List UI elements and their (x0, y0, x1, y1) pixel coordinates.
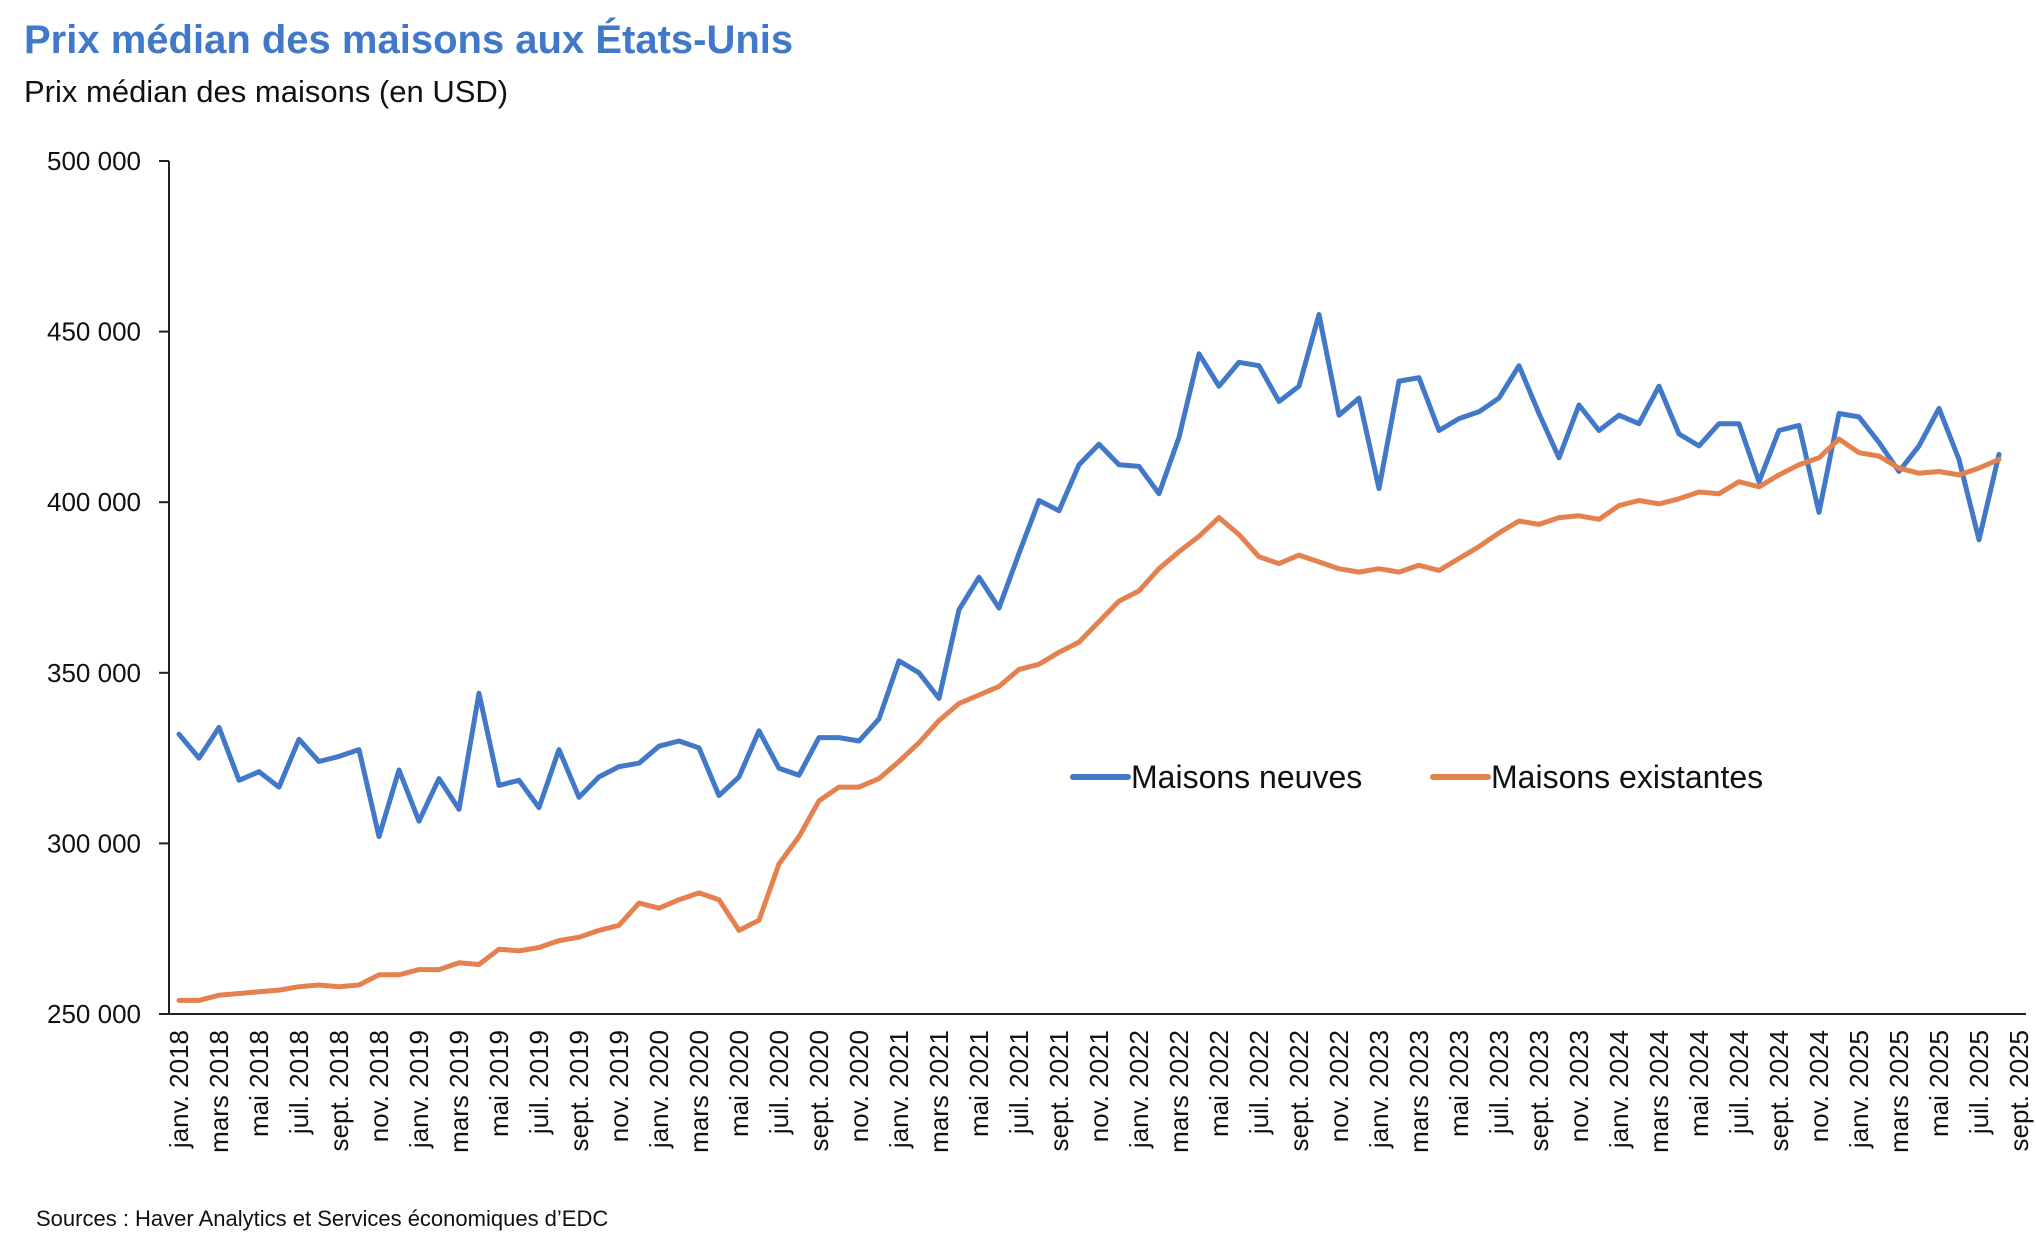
x-tick-label: juil. 2018 (284, 1030, 314, 1135)
x-tick-label: sept. 2019 (564, 1030, 594, 1151)
x-tick-label: janv. 2018 (164, 1030, 194, 1149)
x-tick-label: nov. 2022 (1324, 1030, 1354, 1142)
legend-label: Maisons existantes (1491, 759, 1763, 795)
x-tick-label: mars 2018 (204, 1030, 234, 1153)
x-tick-label: juil. 2024 (1724, 1030, 1754, 1135)
x-tick-label: mai 2018 (244, 1030, 274, 1137)
x-tick-label: nov. 2019 (604, 1030, 634, 1142)
x-tick-label: juil. 2019 (524, 1030, 554, 1135)
chart-title: Prix médian des maisons aux États-Unis (24, 18, 794, 62)
y-tick-label: 400 000 (47, 487, 141, 517)
x-tick-label: janv. 2019 (404, 1030, 434, 1149)
x-tick-label: mai 2024 (1684, 1030, 1714, 1137)
x-tick-label: janv. 2024 (1604, 1030, 1634, 1149)
x-tick-label: juil. 2023 (1484, 1030, 1514, 1135)
x-tick-label: sept. 2025 (2004, 1030, 2034, 1151)
x-tick-label: juil. 2022 (1244, 1030, 1274, 1135)
legend-label: Maisons neuves (1131, 759, 1362, 795)
x-tick-label: mars 2019 (444, 1030, 474, 1153)
x-tick-label: janv. 2021 (884, 1030, 914, 1149)
x-tick-label: mars 2025 (1884, 1030, 1914, 1153)
x-tick-label: janv. 2023 (1364, 1030, 1394, 1149)
y-tick-label: 500 000 (47, 146, 141, 176)
x-tick-label: mai 2022 (1204, 1030, 1234, 1137)
x-tick-label: juil. 2025 (1964, 1030, 1994, 1135)
x-tick-label: mars 2024 (1644, 1030, 1674, 1153)
y-tick-label: 450 000 (47, 317, 141, 347)
y-tick-label: 250 000 (47, 999, 141, 1029)
x-tick-label: mai 2023 (1444, 1030, 1474, 1137)
x-tick-label: sept. 2024 (1764, 1030, 1794, 1151)
x-tick-label: mars 2023 (1404, 1030, 1434, 1153)
x-tick-label: sept. 2020 (804, 1030, 834, 1151)
x-tick-label: sept. 2021 (1044, 1030, 1074, 1151)
x-tick-label: mai 2021 (964, 1030, 994, 1137)
x-tick-label: mars 2020 (684, 1030, 714, 1153)
x-tick-label: mai 2019 (484, 1030, 514, 1137)
x-tick-label: janv. 2022 (1124, 1030, 1154, 1149)
series-line-maisons-neuves (176, 312, 2002, 840)
x-tick-label: nov. 2020 (844, 1030, 874, 1142)
chart-source: Sources : Haver Analytics et Services éc… (36, 1206, 609, 1231)
x-tick-label: sept. 2022 (1284, 1030, 1314, 1151)
x-tick-label: mars 2022 (1164, 1030, 1194, 1153)
chart-subtitle: Prix médian des maisons (en USD) (24, 74, 509, 109)
x-tick-label: mai 2025 (1924, 1030, 1954, 1137)
x-tick-label: mars 2021 (924, 1030, 954, 1153)
x-tick-label: sept. 2023 (1524, 1030, 1554, 1151)
x-tick-label: juil. 2020 (764, 1030, 794, 1135)
y-tick-label: 350 000 (47, 658, 141, 688)
x-tick-label: nov. 2018 (364, 1030, 394, 1142)
x-tick-label: juil. 2021 (1004, 1030, 1034, 1135)
x-tick-label: sept. 2018 (324, 1030, 354, 1151)
y-tick-label: 300 000 (47, 828, 141, 858)
x-tick-label: nov. 2024 (1804, 1030, 1834, 1142)
x-tick-label: nov. 2021 (1084, 1030, 1114, 1142)
x-tick-label: janv. 2025 (1844, 1030, 1874, 1149)
x-tick-label: nov. 2023 (1564, 1030, 1594, 1142)
x-tick-label: mai 2020 (724, 1030, 754, 1137)
x-tick-label: janv. 2020 (644, 1030, 674, 1149)
series-line-maisons-existantes (176, 436, 2002, 1003)
